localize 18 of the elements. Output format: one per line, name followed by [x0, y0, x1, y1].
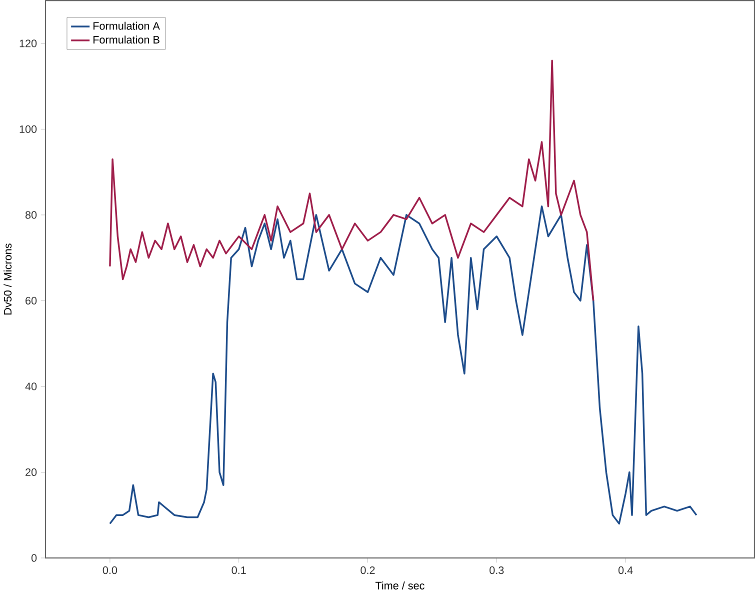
y-tick-label: 80 [25, 211, 37, 219]
x-axis-title: Time / sec [375, 581, 424, 590]
y-tick-label: 20 [26, 468, 37, 476]
x-tick-label: 0.1 [232, 566, 246, 574]
line-series [109, 205, 698, 524]
x-tick-label: 0.3 [490, 566, 504, 574]
x-tick-label: 0.4 [618, 566, 633, 574]
line-series [109, 60, 594, 302]
y-tick-label: 60 [26, 296, 37, 304]
y-tick-label: 120 [20, 40, 37, 48]
legend-label: Formulation A [93, 22, 160, 30]
x-tick-label: 0.0 [102, 566, 118, 574]
x-tick-label: 0.2 [360, 566, 375, 574]
y-tick-label: 40 [25, 382, 37, 390]
y-tick-label: 100 [20, 125, 37, 133]
y-axis-title: Dv50 / Microns [4, 244, 12, 314]
y-tick-label: 0 [31, 554, 37, 562]
legend-label: Formulation B [93, 36, 160, 44]
